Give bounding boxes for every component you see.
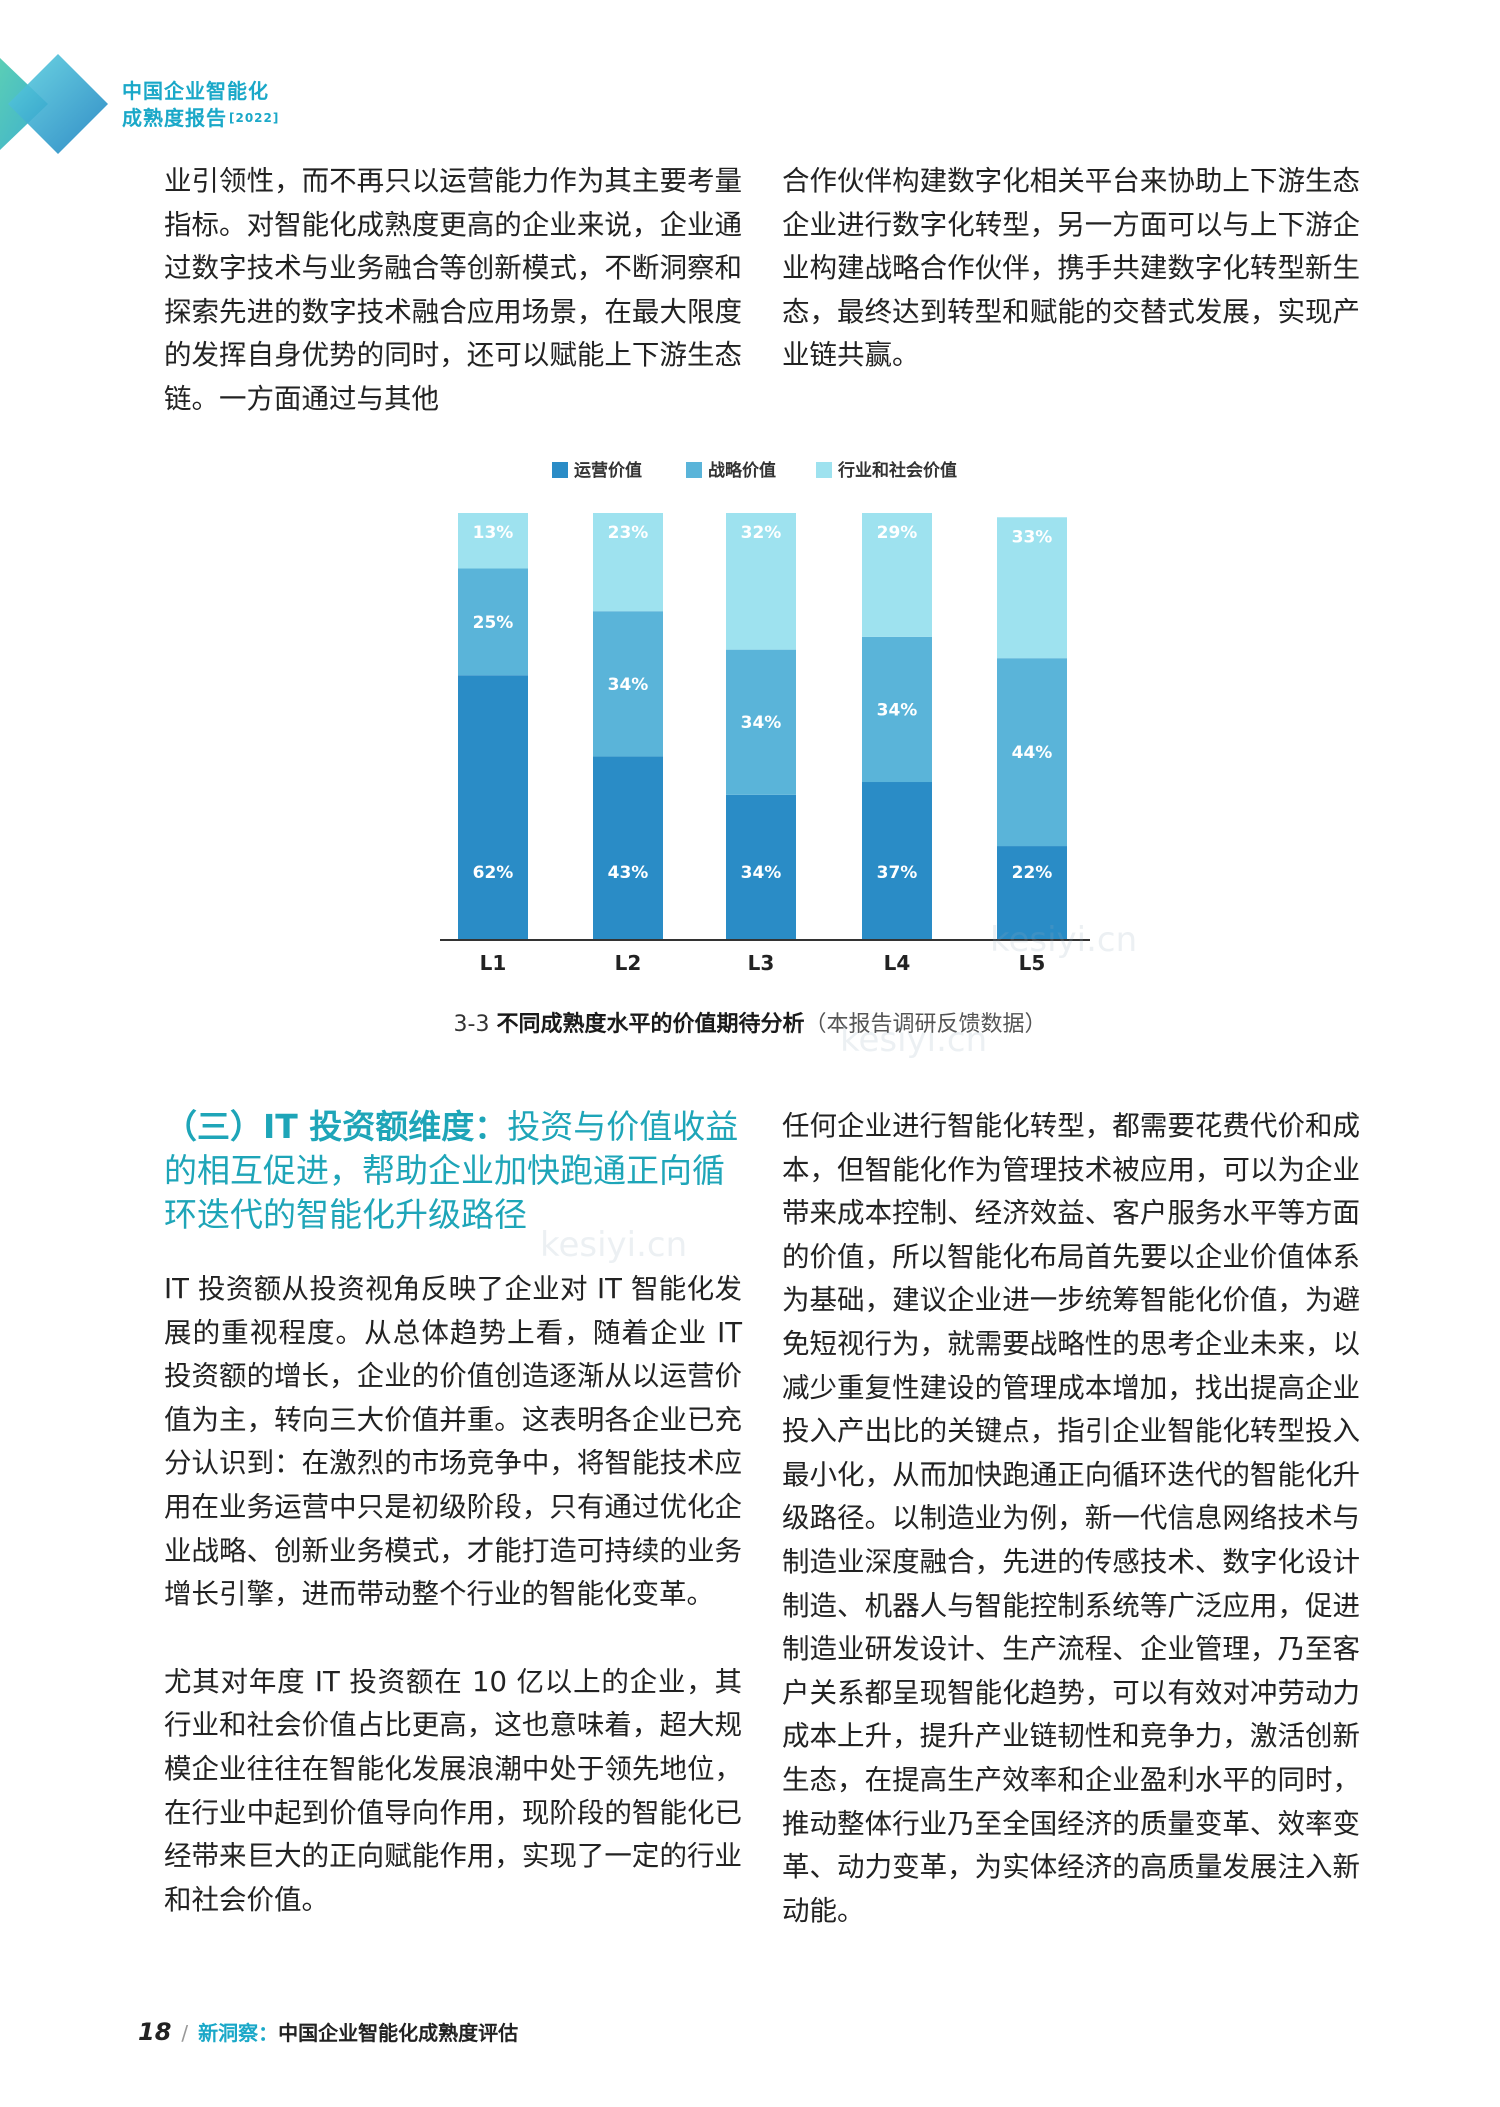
caption-number: 3-3	[453, 1012, 490, 1037]
page-number: 18	[138, 2018, 172, 2046]
data-label: 44%	[1012, 743, 1053, 763]
bottom-right-column: 任何企业进行智能化转型，都需要花费代价和成本，但智能化作为管理技术被应用，可以为…	[782, 1105, 1360, 1933]
bar-segment	[862, 636, 932, 783]
legend-label: 战略价值	[708, 460, 776, 481]
section-heading-bold: （三）IT 投资额维度：	[164, 1107, 508, 1146]
bar-segment	[862, 782, 932, 940]
bar-segment	[726, 794, 796, 940]
data-label: 62%	[473, 863, 514, 883]
x-tick-label: L1	[480, 951, 507, 975]
top-right-paragraph: 合作伙伴构建数字化相关平台来协助上下游生态企业进行数字化转型，另一方面可以与上下…	[782, 165, 1360, 372]
report-year: [2022]	[229, 111, 280, 125]
chart-caption: 3-3 不同成熟度水平的价值期待分析（本报告调研反馈数据）	[0, 1006, 1500, 1038]
footer-separator: /	[181, 2021, 189, 2045]
data-label: 29%	[877, 523, 918, 543]
left-paragraph-2: 尤其对年度 IT 投资额在 10 亿以上的企业，其行业和社会价值占比更高，这也意…	[164, 1665, 742, 1916]
bar-segment	[862, 513, 932, 637]
legend-swatch	[816, 462, 832, 478]
x-tick-label: L5	[1019, 951, 1046, 975]
top-right-column: 合作伙伴构建数字化相关平台来协助上下游生态企业进行数字化转型，另一方面可以与上下…	[782, 160, 1360, 378]
footer-column-name: 新洞察：	[198, 2021, 279, 2045]
x-tick-label: L2	[615, 951, 642, 975]
bar-segment	[458, 513, 528, 569]
x-tick-label: L4	[884, 951, 911, 975]
bar-segment	[593, 513, 663, 612]
bar-segment	[997, 846, 1067, 940]
bar-segment	[997, 517, 1067, 659]
value-expectation-chart: 运营价值 战略价值 行业和社会价值 62% 25% 13% L1 43% 34% 23% L2 34%…	[440, 460, 1090, 975]
data-label: 34%	[877, 700, 918, 720]
bottom-left-column: IT 投资额从投资视角反映了企业对 IT 智能化发展的重视程度。从总体趋势上看，…	[164, 1268, 742, 1922]
bar-segment	[726, 513, 796, 650]
legend-label: 行业和社会价值	[837, 460, 957, 481]
right-paragraph: 任何企业进行智能化转型，都需要花费代价和成本，但智能化作为管理技术被应用，可以为…	[782, 1110, 1360, 1927]
caption-note: （本报告调研反馈数据）	[804, 1012, 1047, 1037]
data-label: 22%	[1012, 863, 1053, 883]
x-tick-label: L3	[748, 951, 775, 975]
data-label: 37%	[877, 863, 918, 883]
data-label: 34%	[741, 863, 782, 883]
legend-swatch	[552, 462, 568, 478]
section-heading: （三）IT 投资额维度：投资与价值收益的相互促进，帮助企业加快跑通正向循环迭代的…	[164, 1105, 739, 1237]
caption-title: 不同成熟度水平的价值期待分析	[496, 1012, 805, 1037]
top-left-paragraph: 业引领性，而不再只以运营能力作为其主要考量指标。对智能化成熟度更高的企业来说，企…	[164, 165, 742, 415]
footer-chapter-title: 中国企业智能化成熟度评估	[278, 2021, 519, 2045]
report-title-line1: 中国企业智能化	[122, 79, 269, 103]
data-label: 13%	[473, 523, 514, 543]
legend-swatch	[686, 462, 702, 478]
bar-segment	[458, 568, 528, 676]
bar-segment	[593, 611, 663, 757]
bar-segment	[593, 756, 663, 940]
data-label: 34%	[741, 713, 782, 733]
report-title: 中国企业智能化 成熟度报告 [2022]	[122, 78, 279, 132]
data-label: 32%	[741, 523, 782, 543]
left-paragraph-1: IT 投资额从投资视角反映了企业对 IT 智能化发展的重视程度。从总体趋势上看，…	[164, 1273, 742, 1611]
data-label: 23%	[608, 523, 649, 543]
data-label: 33%	[1012, 527, 1053, 547]
data-label: 25%	[473, 613, 514, 633]
top-left-column: 业引领性，而不再只以运营能力作为其主要考量指标。对智能化成熟度更高的企业来说，企…	[164, 160, 742, 422]
legend-label: 运营价值	[574, 460, 642, 481]
page-footer: 18 / 新洞察：中国企业智能化成熟度评估	[138, 2017, 518, 2046]
report-title-line2: 成熟度报告	[122, 106, 227, 130]
data-label: 43%	[608, 863, 649, 883]
bar-segment	[458, 675, 528, 940]
section-heading-rest: 投资与价值收益的相互促进，帮助企业加快跑通正向循环迭代的智能化升级路径	[164, 1107, 739, 1234]
bar-segment	[997, 658, 1067, 847]
data-label: 34%	[608, 675, 649, 695]
bar-segment	[726, 649, 796, 795]
report-logo-icon	[0, 54, 108, 154]
